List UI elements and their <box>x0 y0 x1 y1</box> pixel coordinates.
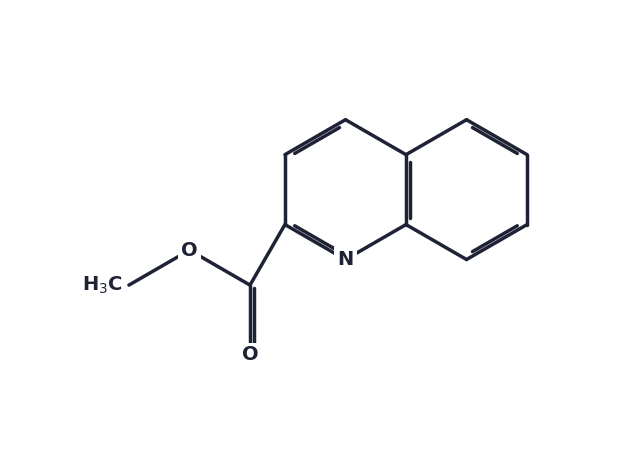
Text: O: O <box>181 241 198 259</box>
Text: O: O <box>242 345 259 365</box>
Text: H$_3$C: H$_3$C <box>83 274 124 296</box>
Text: N: N <box>337 250 353 269</box>
